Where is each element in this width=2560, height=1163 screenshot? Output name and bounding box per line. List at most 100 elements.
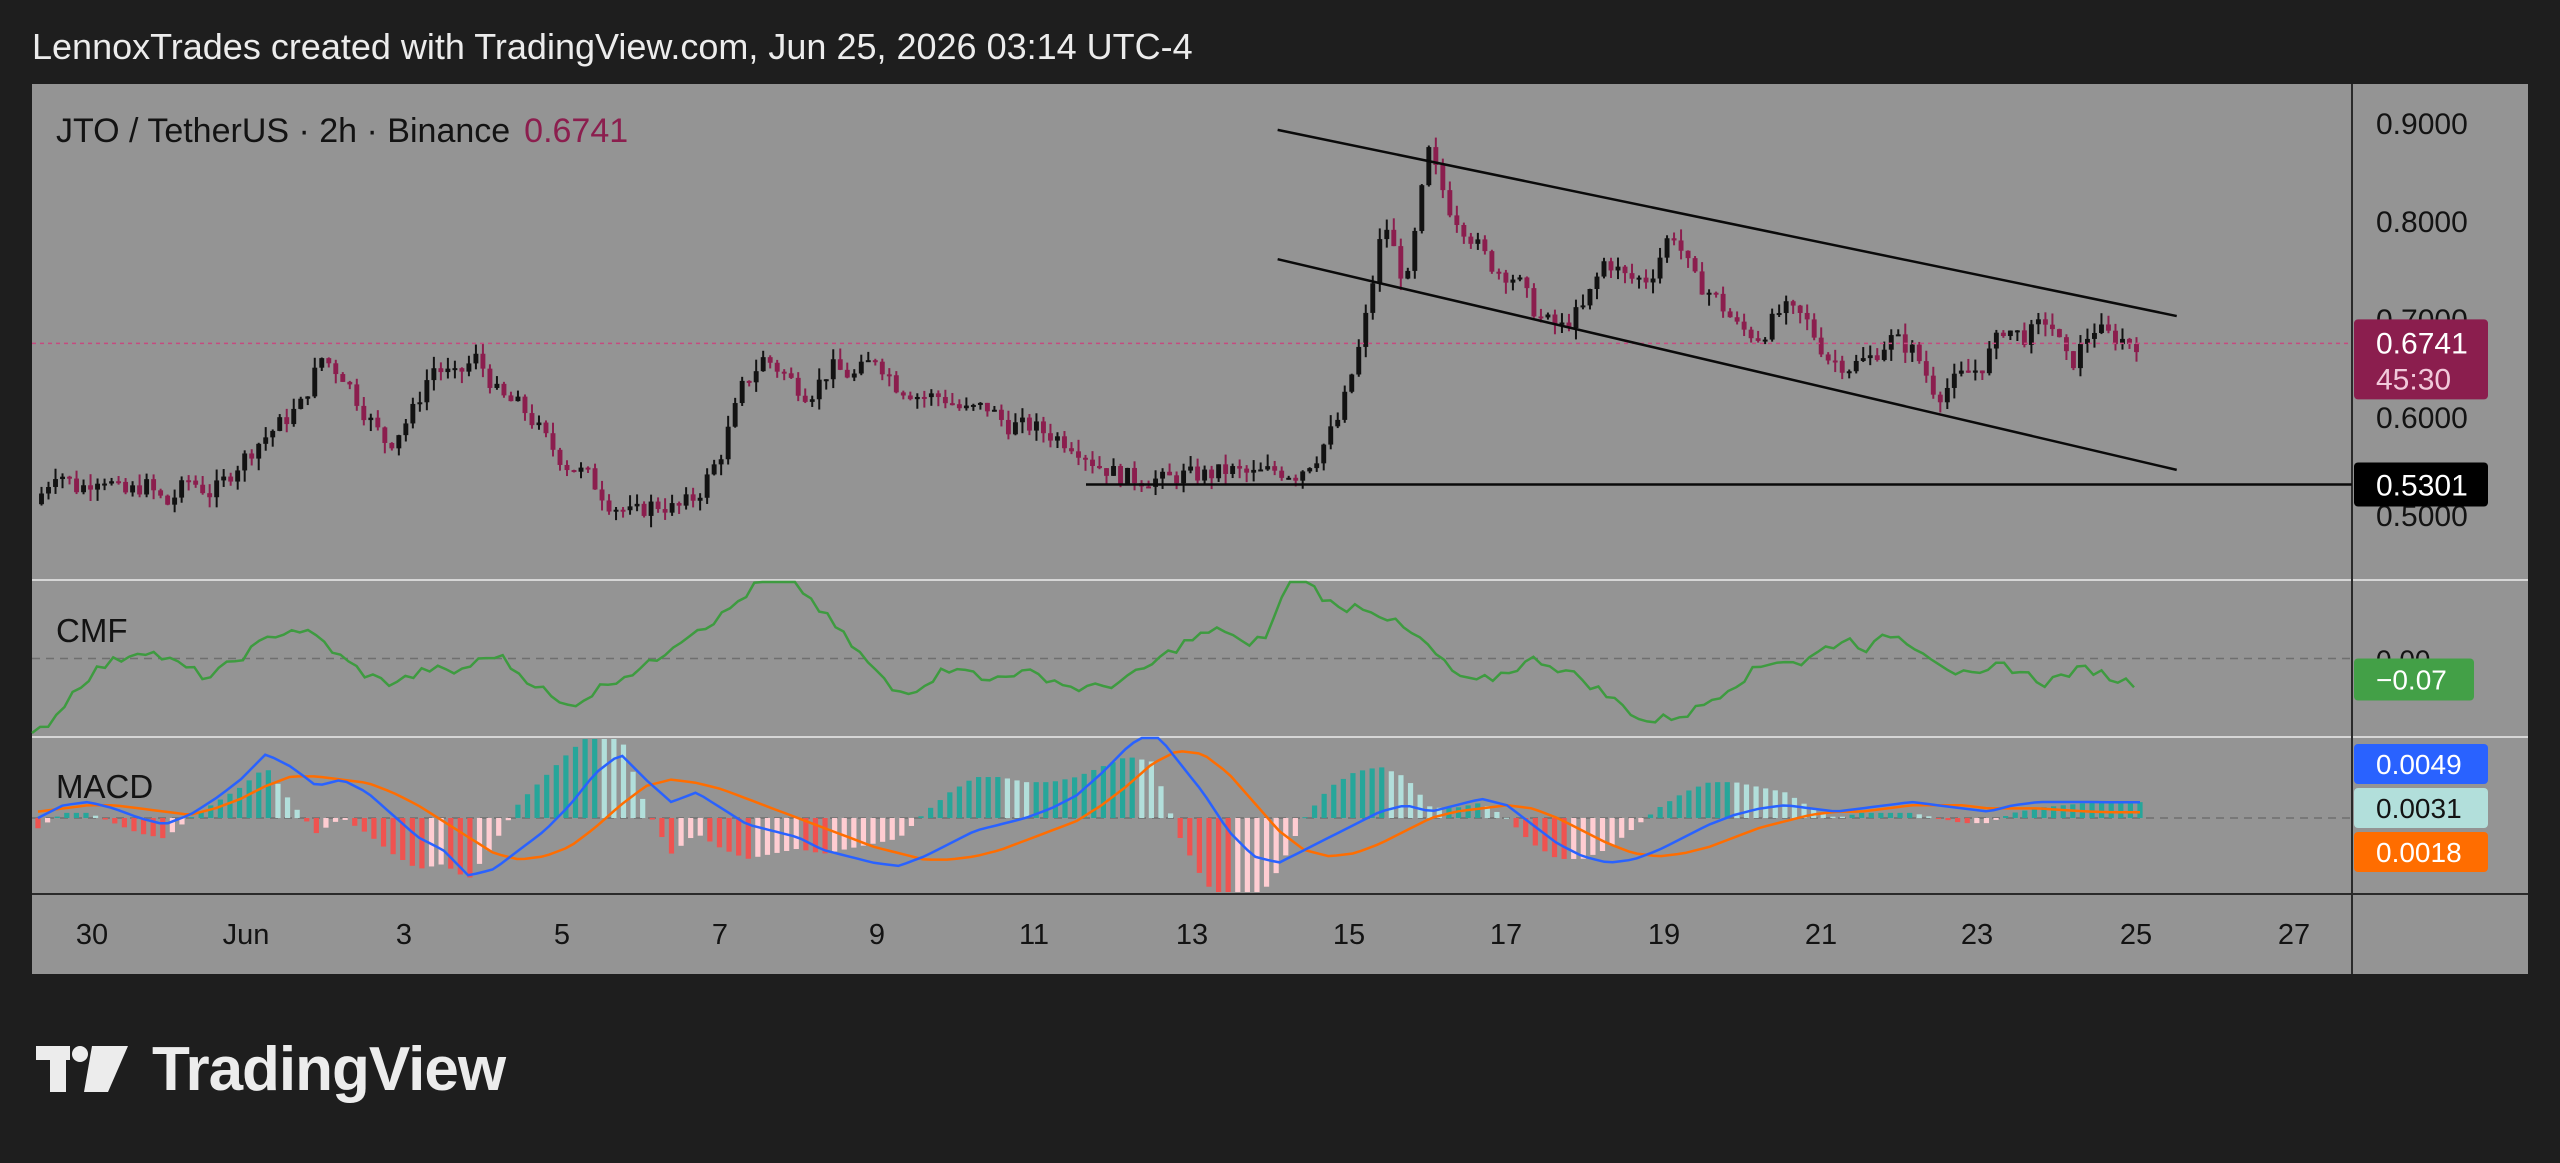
candle-body: [1104, 468, 1109, 476]
candle-body: [1657, 257, 1663, 279]
macd-histogram-bar: [1753, 786, 1759, 818]
candle-body: [1832, 360, 1838, 363]
candle: [494, 376, 500, 390]
candle: [1195, 458, 1201, 485]
macd-histogram-bar: [83, 812, 89, 818]
candle-body: [235, 470, 241, 482]
macd-histogram-bar: [275, 783, 281, 818]
candle-body: [2084, 338, 2090, 344]
time-axis-label: Jun: [223, 919, 270, 951]
candle-body: [1041, 421, 1046, 434]
candle-body: [1489, 251, 1495, 272]
candle-body: [1202, 469, 1208, 481]
macd-histogram-bar: [1955, 818, 1961, 823]
candle-body: [2077, 343, 2083, 369]
candle: [1314, 456, 1320, 472]
macd-histogram-bar: [1148, 761, 1154, 818]
macd-histogram-bar: [246, 780, 252, 818]
candle-body: [1314, 463, 1320, 469]
macd-line: [37, 736, 2140, 877]
candle-body: [1580, 305, 1586, 308]
candle-body: [95, 483, 101, 490]
candle: [1881, 341, 1887, 362]
candle-body: [1972, 370, 1978, 373]
candle: [872, 358, 878, 366]
candle: [1923, 350, 1929, 383]
macd-histogram-bar: [1561, 818, 1567, 859]
candle-body: [557, 449, 563, 465]
candle: [1083, 454, 1088, 471]
candle: [452, 360, 458, 379]
macd-histogram-bar: [1110, 762, 1116, 818]
candle: [599, 480, 605, 511]
candle: [1650, 269, 1656, 294]
candle-body: [109, 481, 115, 484]
macd-histogram-bar: [1350, 773, 1356, 818]
macd-histogram-bar: [726, 818, 732, 852]
macd-histogram-bar: [1964, 818, 1970, 824]
candle: [1713, 291, 1719, 298]
candle: [1363, 304, 1369, 358]
macd-histogram-bar: [1235, 818, 1241, 892]
candle-body: [1012, 422, 1018, 435]
candle-body: [1545, 314, 1551, 318]
candle: [1727, 308, 1733, 318]
candle-body: [907, 395, 913, 400]
candle: [235, 465, 241, 490]
candle-body: [1804, 312, 1810, 320]
candle: [1986, 341, 1992, 376]
candle: [578, 462, 584, 479]
candle-body: [1538, 316, 1544, 319]
candle: [942, 389, 948, 409]
candle: [291, 398, 297, 427]
candle: [389, 442, 395, 451]
candle-body: [1496, 271, 1502, 274]
candle: [382, 426, 388, 454]
candle-body: [270, 430, 276, 438]
candle: [1160, 468, 1166, 489]
macd-histogram-bar: [1331, 784, 1337, 818]
candle: [298, 396, 304, 410]
candle-body: [1622, 266, 1628, 274]
macd-histogram-bar: [1081, 773, 1087, 818]
candle: [522, 394, 528, 421]
tradingview-logo[interactable]: TradingView: [36, 1034, 506, 1105]
macd-histogram-bar: [812, 818, 819, 853]
candle-body: [1454, 215, 1460, 225]
macd-histogram-bar: [2099, 802, 2105, 818]
candle-body: [256, 443, 262, 459]
candle-body: [1258, 469, 1264, 472]
candle: [1832, 349, 1838, 373]
candle: [886, 368, 892, 387]
macd-histogram-bar: [1974, 818, 1980, 824]
candle: [1125, 467, 1130, 484]
candle-body: [137, 485, 143, 495]
candle-body: [46, 486, 51, 494]
candle: [1090, 451, 1095, 474]
candle: [711, 459, 717, 476]
macd-histogram-bar: [1187, 818, 1193, 856]
macd-histogram-bar: [1686, 790, 1692, 818]
candle-body: [186, 480, 192, 483]
macd-histogram-bar: [985, 777, 991, 818]
candle: [88, 474, 94, 502]
candle-body: [1461, 224, 1467, 237]
candle-body: [2056, 329, 2062, 338]
macd-histogram-bar: [976, 777, 982, 818]
candle-body: [1216, 464, 1222, 479]
candle: [1811, 313, 1817, 341]
candle-body: [599, 489, 605, 501]
candle-body: [1818, 337, 1824, 355]
candle: [487, 364, 493, 394]
candle: [1685, 250, 1691, 268]
candle-body: [249, 453, 255, 459]
macd-histogram-bar: [1907, 812, 1913, 818]
candle-body: [1979, 370, 1985, 374]
macd-histogram-bar: [208, 805, 214, 818]
candle: [1895, 329, 1901, 337]
macd-histogram-bar: [1436, 807, 1442, 818]
candle: [1174, 471, 1180, 490]
candle: [305, 396, 311, 406]
candle-body: [1097, 465, 1102, 469]
